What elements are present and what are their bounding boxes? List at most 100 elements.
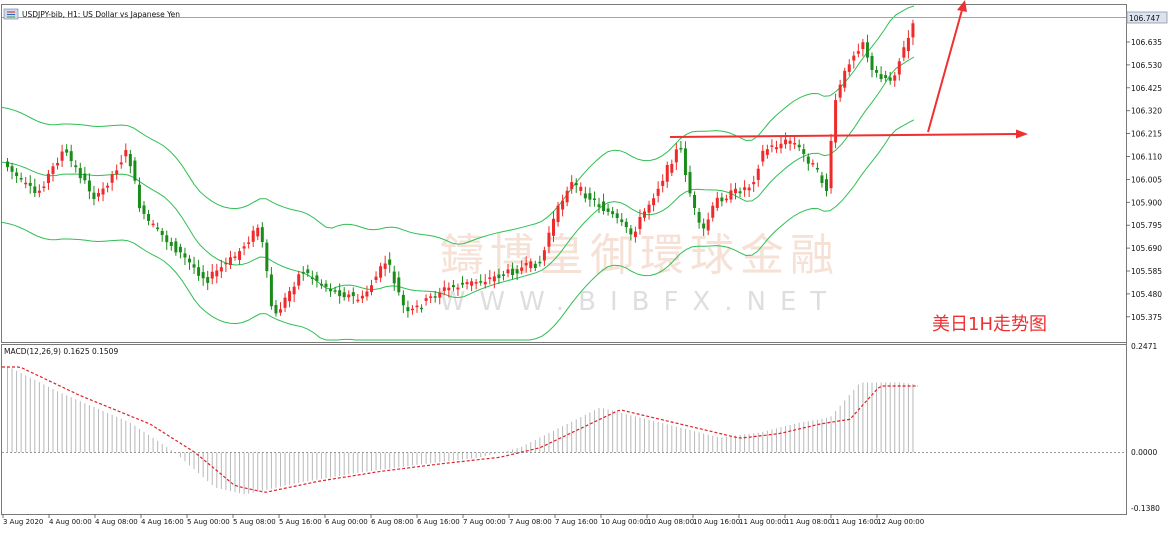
candle	[319, 279, 323, 289]
macd-axis-labels: 0.2471 0.0000 -0.1380	[1131, 342, 1160, 513]
candle	[633, 226, 637, 243]
candle	[652, 193, 656, 212]
candle	[552, 211, 555, 243]
candle	[529, 258, 533, 273]
candle	[92, 185, 96, 206]
candle	[611, 206, 615, 218]
candle	[333, 286, 337, 294]
candle	[802, 143, 806, 162]
bollinger-lower	[1, 119, 915, 341]
macd-tick-label: 0.2471	[1131, 342, 1157, 351]
candle	[602, 193, 606, 215]
candle	[465, 279, 469, 290]
candle	[119, 154, 123, 169]
candle	[142, 201, 146, 220]
candle	[178, 243, 182, 259]
candle	[511, 262, 515, 280]
candle	[124, 143, 128, 163]
candle	[297, 270, 301, 290]
time-tick-label: 12 Aug 00:00	[877, 518, 924, 526]
candle	[520, 260, 524, 275]
candle	[620, 212, 624, 226]
candle	[474, 278, 478, 290]
candle	[370, 279, 373, 296]
candle	[60, 144, 64, 168]
candle	[724, 194, 728, 203]
candle	[360, 290, 364, 304]
candle	[884, 70, 888, 82]
price-tick-label: 106.530	[1131, 61, 1162, 70]
candle	[838, 79, 842, 102]
current-price-label: 106.747	[1129, 14, 1160, 23]
candle	[6, 157, 9, 172]
time-tick-label: 10 Aug 16:00	[693, 518, 740, 526]
candle	[570, 175, 574, 194]
candle	[447, 282, 451, 298]
time-tick-label: 6 Aug 00:00	[325, 518, 368, 526]
price-axis-labels: 106.635 106.530 106.425 106.320 106.215 106.1…	[1126, 38, 1162, 322]
candle	[638, 209, 642, 235]
candle	[165, 230, 169, 250]
macd-tick-label: -0.1380	[1131, 504, 1160, 513]
candle	[224, 257, 228, 272]
candle	[547, 226, 551, 254]
time-tick-label: 7 Aug 08:00	[509, 518, 552, 526]
candle	[265, 239, 269, 278]
candle	[451, 279, 455, 292]
candle	[734, 182, 737, 200]
candle	[274, 300, 278, 317]
time-tick-label: 7 Aug 16:00	[555, 518, 598, 526]
time-tick-label: 5 Aug 00:00	[187, 518, 230, 526]
candle	[351, 287, 355, 304]
time-tick-label: 10 Aug 08:00	[647, 518, 694, 526]
candle	[310, 270, 314, 285]
candle	[347, 290, 351, 302]
candle	[106, 182, 110, 193]
candle	[565, 186, 569, 207]
watermark-en: WWW.BIBFX.NET	[440, 287, 841, 317]
candle	[879, 66, 883, 83]
candle	[292, 281, 296, 303]
candle	[78, 162, 82, 184]
candle	[433, 290, 437, 303]
candle	[665, 161, 669, 188]
macd-pane-frame	[1, 344, 1127, 515]
candle	[10, 162, 14, 180]
candle	[588, 187, 592, 207]
candle	[911, 19, 915, 46]
candle	[629, 225, 633, 241]
candle	[492, 271, 496, 289]
candle	[761, 144, 765, 167]
candle	[865, 34, 869, 63]
time-tick-label: 4 Aug 08:00	[95, 518, 138, 526]
candle	[356, 293, 360, 304]
candle	[752, 175, 756, 193]
candle	[661, 174, 665, 193]
candle	[210, 263, 214, 285]
candle	[483, 274, 487, 289]
watermark-cn: 鑄博皇御環球金融	[440, 230, 840, 281]
macd-tick-label: 0.0000	[1131, 448, 1157, 457]
candle	[201, 265, 205, 286]
candle	[19, 172, 23, 183]
candle	[815, 162, 819, 173]
candle	[279, 302, 282, 316]
candle	[306, 264, 310, 277]
price-tick-label: 105.900	[1131, 198, 1162, 207]
time-tick-label: 4 Aug 00:00	[49, 518, 92, 526]
candle	[256, 224, 260, 241]
candle	[456, 283, 460, 297]
candle	[556, 201, 560, 227]
candle	[83, 166, 87, 184]
candle	[247, 236, 251, 249]
price-tick-label: 105.690	[1131, 244, 1162, 253]
candle	[365, 285, 369, 301]
candle	[15, 168, 19, 183]
candle	[893, 71, 897, 87]
candle	[715, 191, 719, 211]
candle	[829, 134, 833, 194]
candle	[128, 149, 132, 174]
candle	[497, 268, 501, 284]
candle	[738, 187, 742, 198]
